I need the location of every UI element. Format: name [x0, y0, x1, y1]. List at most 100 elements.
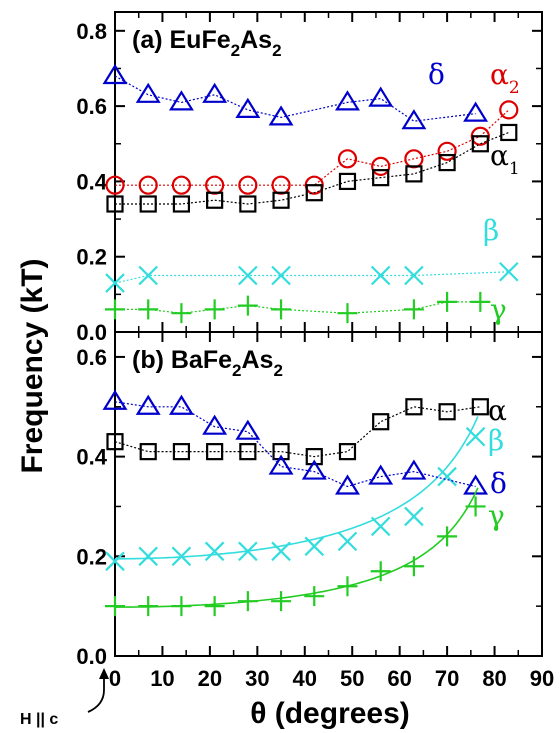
panel-a-data-point: [172, 195, 191, 213]
panel-a-data-point: [138, 299, 159, 320]
panel-b-data-point: [335, 474, 360, 495]
panel-a-series-2: [106, 123, 518, 213]
panel-a-series-4: [105, 291, 491, 324]
panel-a-data-point: [337, 149, 358, 169]
panel-b-data-point: [138, 596, 159, 617]
panel-a-guide-line: [115, 131, 510, 205]
panel-b-series-3: [105, 487, 486, 617]
panel-b-data-point: [405, 398, 423, 416]
panel-b-ytick-label: 0.0: [76, 644, 107, 669]
panel-a-data-point: [335, 90, 360, 111]
x-tick-label: 30: [245, 666, 269, 691]
panel-a-data-point: [271, 265, 291, 286]
panel-a-data-point: [403, 299, 424, 320]
panel-b-data-point: [370, 516, 391, 537]
panel-a-ytick-label: 0.4: [76, 169, 107, 194]
panel-b-fit-curve: [114, 487, 479, 608]
panel-a-data-point: [437, 141, 457, 161]
panel-a-data-point: [139, 195, 157, 213]
panel-b-data-point: [271, 541, 291, 562]
x-tick-label: 10: [150, 666, 174, 691]
panel-b-data-point: [268, 454, 294, 475]
panel-a-guide-line: [114, 75, 476, 122]
panel-a-series-label: β: [483, 214, 499, 247]
panel-b-data-point: [171, 596, 192, 617]
panel-a-data-point: [500, 123, 518, 142]
panel-a-data-point: [204, 299, 225, 320]
panel-b-series-label: β: [488, 424, 504, 457]
panel-b-data-point: [202, 414, 228, 435]
panel-a-data-point: [438, 153, 456, 172]
panel-a-data-point: [238, 175, 258, 195]
panel-a-data-point: [371, 156, 391, 176]
panel-b-series-2: [102, 389, 489, 495]
panel-b-data-point: [168, 394, 194, 415]
shared-axis-labels: 0 10 20 30 40 50 60 70 80 90 Frequency (kT) θ (degr…: [16, 258, 554, 730]
panel-b-series-label: α: [488, 394, 507, 427]
panel-a-data-point: [102, 63, 128, 85]
panel-b-series-label: δ: [490, 467, 507, 500]
panel-a-data-point: [337, 303, 358, 324]
panel-a-data-point: [206, 191, 224, 209]
panel-a-series-label: α2: [490, 58, 520, 98]
panel-b-title: (b) BaFe2As2: [132, 346, 283, 380]
panel-b-data-point: [106, 433, 124, 451]
panel-a-data-point: [471, 135, 489, 153]
panel-b-data-point: [471, 398, 489, 416]
panel-b-data-point: [171, 546, 192, 567]
panel-b-data-point: [301, 459, 327, 480]
panel-a-data-point: [239, 195, 257, 213]
x-tick-label: 50: [340, 666, 364, 691]
panel-a-data-point: [272, 191, 290, 209]
panel-a-data-point: [338, 172, 357, 191]
panel-b-data-point: [404, 506, 424, 527]
panel-b-data-point: [272, 443, 290, 461]
panel-a-guide-line: [114, 271, 509, 284]
panel-b-data-point: [237, 591, 258, 612]
panel-a-data-point: [268, 105, 294, 126]
panel-a-data-point: [305, 184, 323, 202]
panel-a-data-point: [401, 109, 427, 130]
panel-a-title: (a) EuFe2As2: [132, 26, 282, 60]
panel-a-data-point: [171, 175, 192, 195]
panel-b-data-point: [135, 394, 161, 415]
panel-a-ytick-label: 0.6: [76, 94, 107, 119]
panel-b-data-point: [401, 459, 427, 480]
arrow-head-icon: [99, 668, 109, 679]
panel-b-data-point: [304, 536, 325, 557]
panel-a-data-point: [499, 261, 519, 282]
panel-a-series-label: δ: [428, 58, 445, 91]
panel-a-data-point: [237, 295, 258, 316]
field-direction-note: H || c: [20, 711, 58, 728]
panel-b-ytick-label: 0.2: [76, 544, 107, 569]
panel-b-series-1: [105, 416, 486, 572]
panel-b-data-point: [337, 531, 358, 552]
panel-b-data-point: [437, 526, 458, 547]
panel-a-data-point: [271, 299, 292, 320]
panel-b-data-point: [138, 546, 158, 567]
panel-a-data-point: [105, 175, 125, 195]
panel-b-data-point: [403, 556, 424, 577]
panel-b-ytick-label: 0.4: [76, 445, 107, 470]
panel-a-guide-line: [115, 109, 510, 186]
panel-b-data-point: [304, 586, 325, 607]
panel-b-data-point: [465, 496, 486, 517]
x-tick-label: 60: [387, 666, 411, 691]
panel-a-series-1: [105, 100, 519, 195]
panel-b-ytick-label: 0.6: [76, 345, 107, 370]
panel-b-data-point: [338, 443, 357, 461]
panel-b-data-point: [239, 443, 257, 461]
panel-a-data-point: [372, 169, 390, 187]
panel-b-data-point: [235, 419, 261, 440]
panel-b-data-point: [204, 596, 225, 617]
panel-a-data-point: [463, 101, 489, 122]
panel-a-guide-line: [115, 301, 481, 314]
panel-b-data-point: [438, 403, 456, 421]
panel-b-data-point: [238, 541, 258, 562]
panel-a-data-point: [171, 303, 192, 324]
panel-b-data-point: [172, 443, 191, 461]
y-axis-title: Frequency (kT): [16, 258, 49, 473]
panel-b-data-point: [372, 413, 390, 431]
